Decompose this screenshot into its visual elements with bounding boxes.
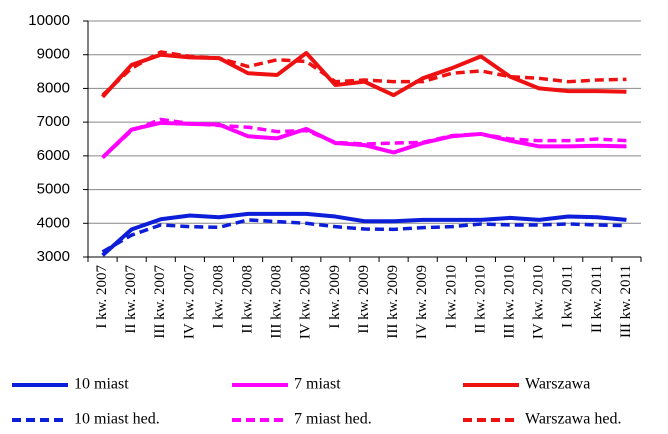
series-line (101, 50, 627, 97)
legend-label: Warszawa (525, 376, 590, 393)
x-tick-label: IV kw. 2008 (298, 265, 314, 339)
x-tick-label: III kw. 2008 (269, 265, 285, 339)
legend-label: 7 miast hed. (294, 411, 372, 428)
x-tick-label: II kw. 2007 (123, 265, 139, 334)
series-line (101, 218, 627, 254)
y-tick-label: 8000 (37, 79, 70, 96)
y-tick-label: 3000 (37, 248, 70, 265)
y-tick-label: 7000 (37, 113, 70, 130)
x-tick-label: IV kw. 2010 (531, 265, 547, 339)
legend-label: 7 miast (294, 376, 341, 393)
x-tick-label: III kw. 2007 (152, 265, 168, 339)
series-line (101, 211, 627, 257)
x-tick-label: III kw. 2009 (385, 265, 401, 339)
y-tick-label: 10000 (28, 12, 70, 29)
x-tick-label: IV kw. 2009 (414, 265, 430, 339)
x-tick-label: I kw. 2007 (94, 265, 110, 329)
x-tick-label: IV kw. 2007 (181, 265, 197, 340)
legend-label: Warszawa hed. (525, 411, 621, 428)
legend-label: 10 miast (74, 376, 129, 393)
y-tick-label: 4000 (37, 214, 70, 231)
x-tick-label: II kw. 2010 (472, 265, 488, 334)
x-tick-label: II kw. 2008 (240, 265, 256, 334)
series-line (101, 51, 627, 99)
y-tick-label: 6000 (37, 147, 70, 164)
x-tick-label: I kw. 2011 (560, 265, 576, 328)
x-tick-label: III kw. 2010 (501, 265, 517, 339)
x-tick-label: I kw. 2009 (327, 265, 343, 329)
x-tick-label: II kw. 2011 (589, 265, 605, 333)
x-tick-label: I kw. 2010 (443, 265, 459, 329)
x-tick-label: III kw. 2011 (618, 265, 634, 338)
x-tick-label: I kw. 2008 (210, 265, 226, 329)
series-line (101, 117, 627, 159)
legend-label: 10 miast hed. (74, 411, 160, 428)
y-tick-label: 9000 (37, 46, 70, 63)
y-tick-label: 5000 (37, 181, 70, 198)
x-tick-label: II kw. 2009 (356, 265, 372, 334)
